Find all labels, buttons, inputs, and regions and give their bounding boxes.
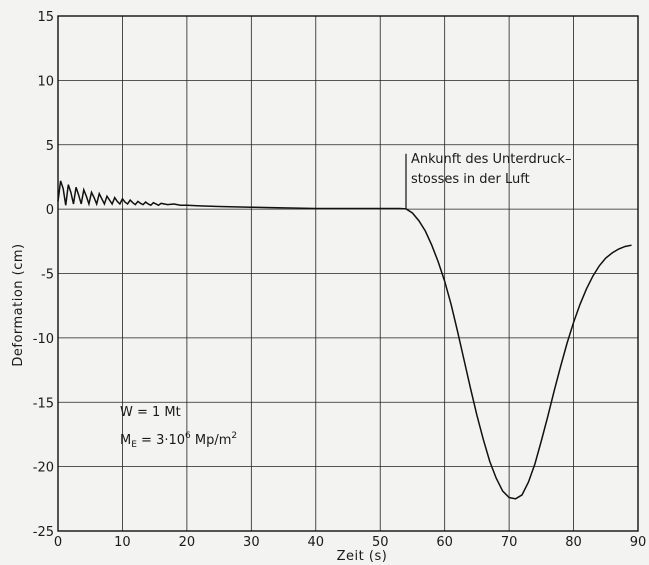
- x-tick-label: 0: [54, 535, 62, 550]
- x-tick-label: 50: [372, 535, 389, 550]
- arrival-annotation-line-2: stosses in der Luft: [411, 172, 530, 187]
- x-tick-label: 60: [436, 535, 453, 550]
- modulus-annotation: ME = 3·106 Mp/m2: [120, 431, 237, 450]
- x-axis-title: Zeit (s): [337, 549, 388, 564]
- y-tick-label: -15: [33, 396, 54, 411]
- x-tick-label: 20: [179, 535, 196, 550]
- x-tick-label: 30: [243, 535, 260, 550]
- x-tick-label: 40: [308, 535, 325, 550]
- yield-annotation: W = 1 Mt: [120, 405, 181, 420]
- arrival-annotation-line-1: Ankunft des Unterdruck–: [411, 152, 571, 167]
- x-tick-label: 80: [565, 535, 582, 550]
- x-tick-label: 70: [501, 535, 518, 550]
- y-tick-label: -5: [41, 268, 54, 283]
- x-tick-label: 90: [630, 535, 647, 550]
- y-axis-title: Deformation (cm): [11, 243, 26, 366]
- y-tick-label: -25: [33, 525, 54, 540]
- plot-frame: [57, 15, 639, 532]
- y-tick-label: -20: [33, 461, 54, 476]
- deformation-curve: [57, 180, 632, 500]
- y-tick-label: -10: [33, 332, 54, 347]
- y-tick-label: 0: [46, 203, 54, 218]
- grid: [57, 15, 639, 532]
- y-tick-label: 5: [46, 139, 54, 154]
- y-tick-label: 15: [37, 10, 54, 25]
- y-tick-label: 10: [37, 74, 54, 89]
- x-tick-label: 10: [114, 535, 131, 550]
